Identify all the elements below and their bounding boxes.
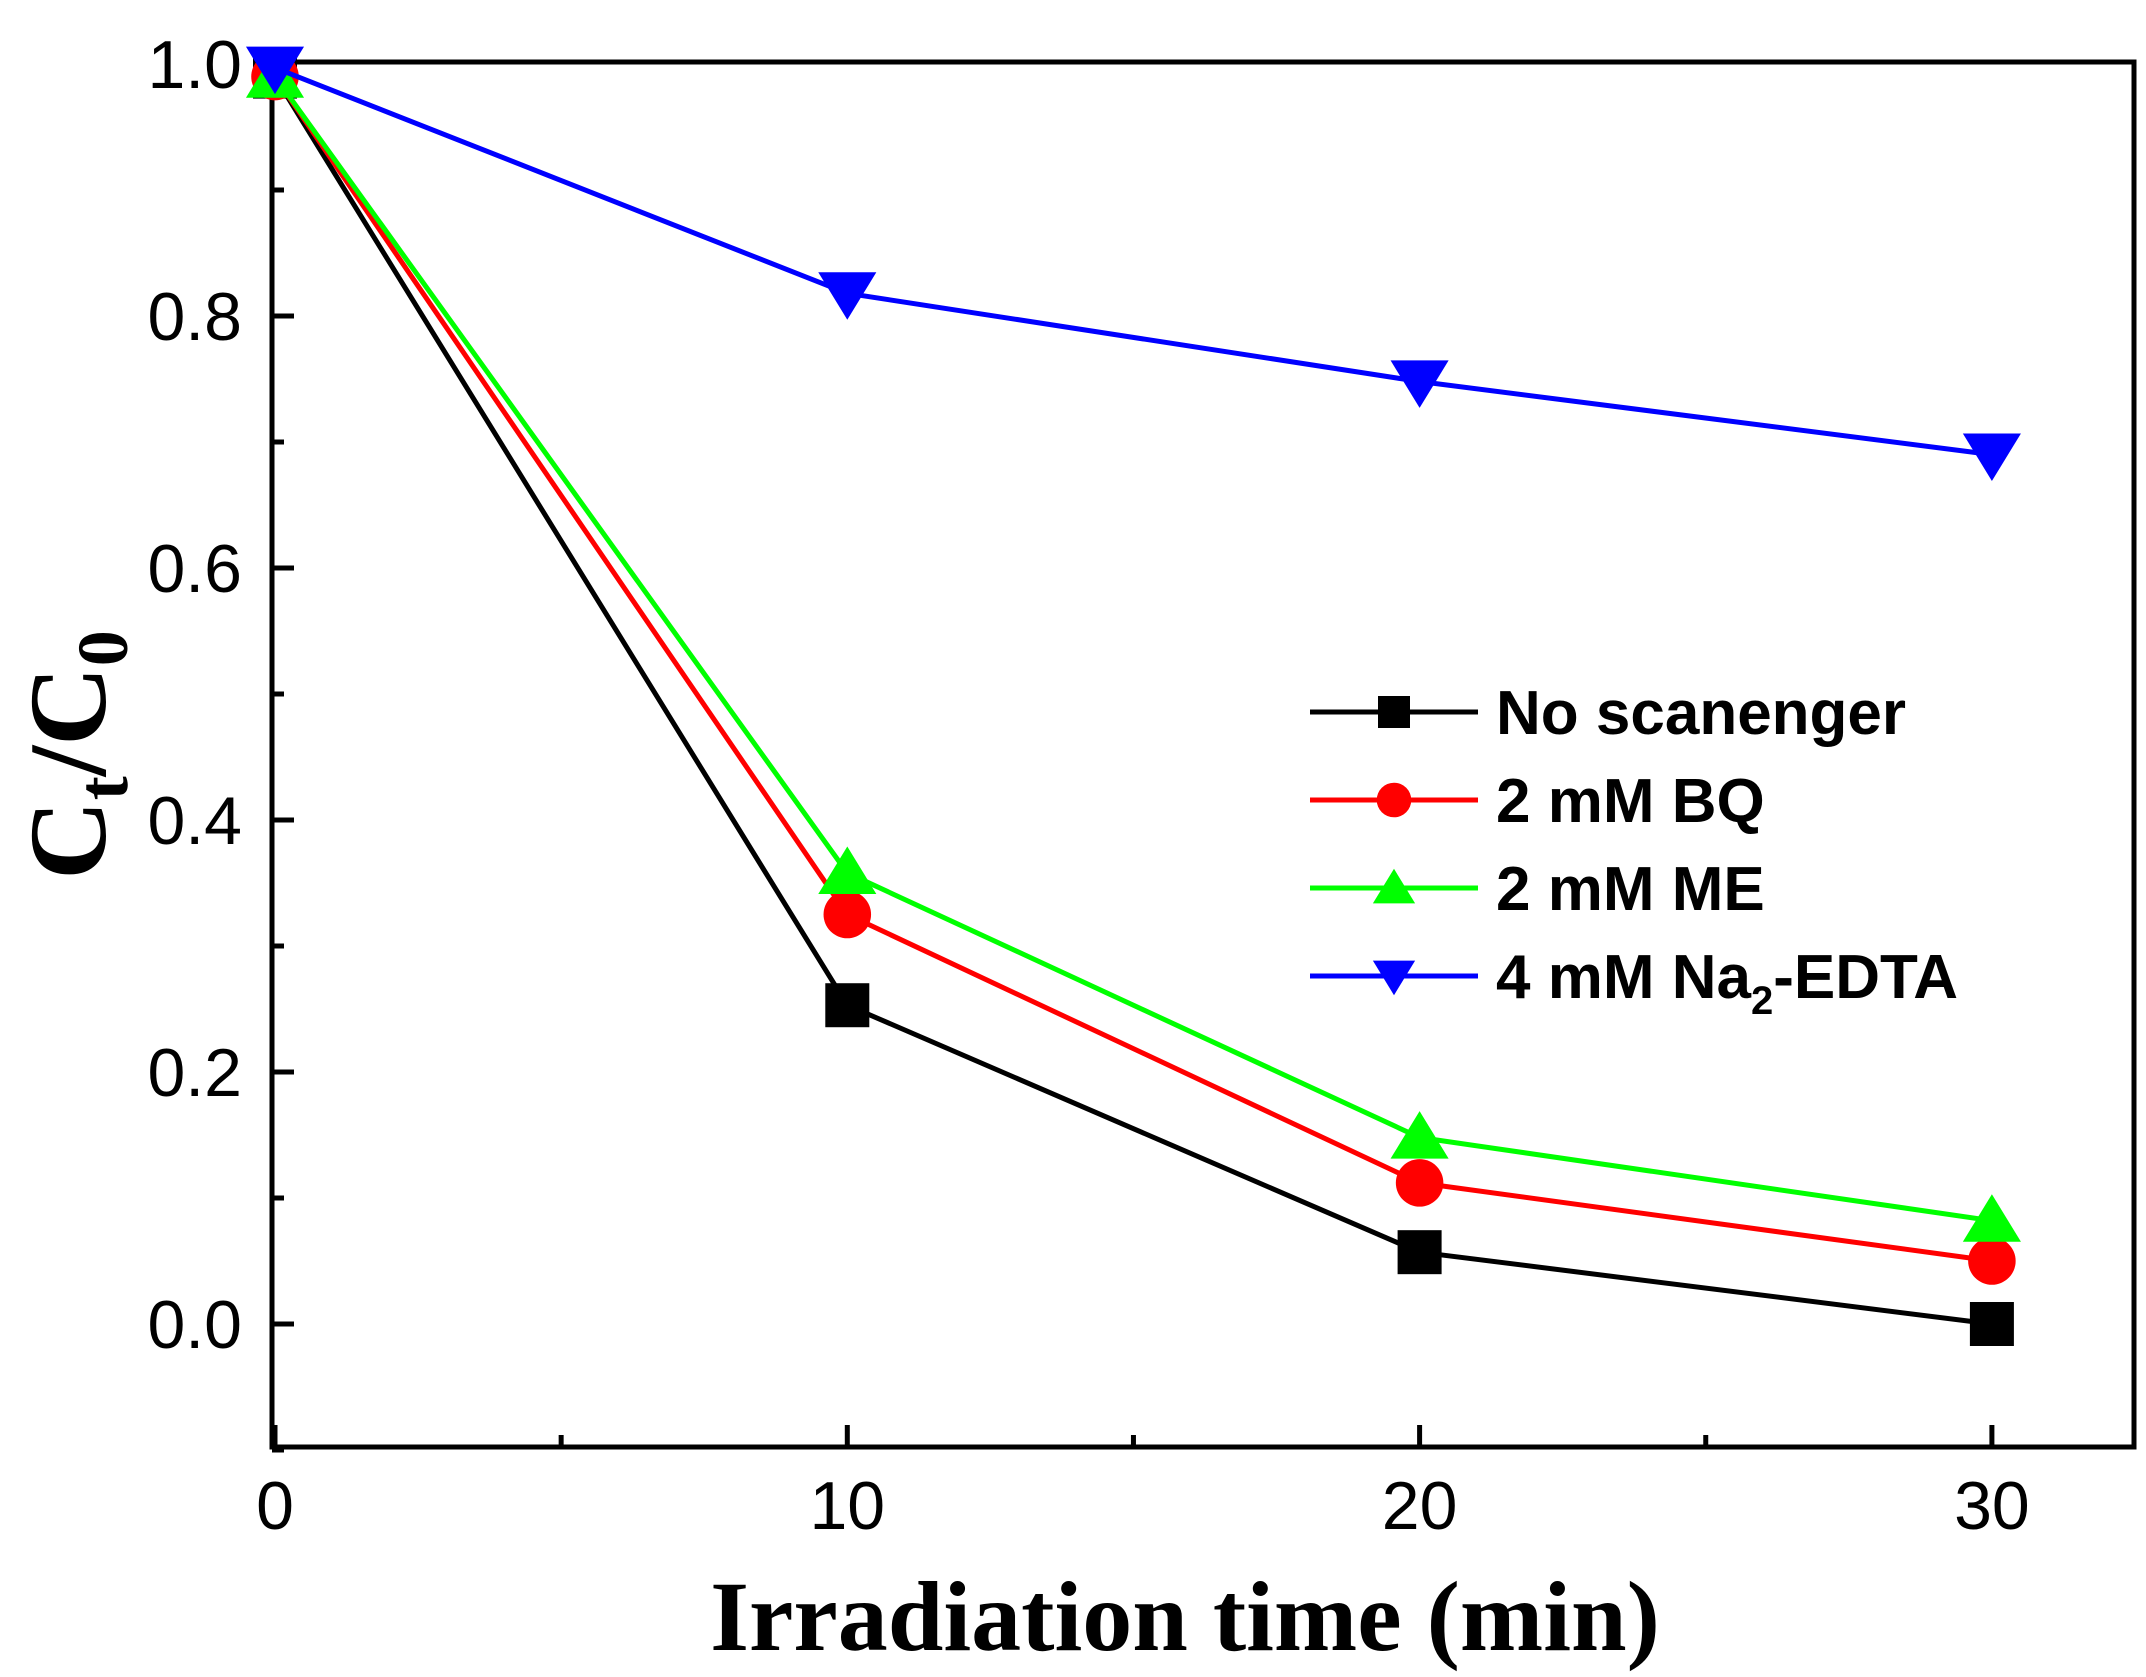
legend-label-main: 2 mM BQ [1496, 767, 1765, 836]
legend-label-main: 4 mM Na [1496, 943, 1751, 1012]
data-point [823, 890, 872, 939]
series-line [272, 75, 1993, 1264]
series-group [245, 46, 2021, 1346]
y-tick-label: 1.0 [147, 27, 242, 103]
x-tick-label: 0 [256, 1468, 294, 1544]
data-point [1962, 433, 2021, 481]
y-tick-label: 0.0 [147, 1287, 242, 1363]
legend-marker [1372, 868, 1416, 904]
legend-label: No scanenger [1496, 679, 1906, 748]
plot-frame [269, 59, 2137, 1450]
series-1 [251, 52, 2016, 1285]
legend-label-sub: 2 [1751, 979, 1773, 1023]
legend-label: 4 mM Na2-EDTA [1496, 943, 1958, 1023]
x-tick-label: 10 [809, 1468, 885, 1544]
legend-marker [1378, 696, 1410, 728]
series-line [274, 65, 1993, 458]
legend-marker [1372, 960, 1416, 996]
legend-label: 2 mM ME [1496, 855, 1765, 924]
legend-marker [1376, 782, 1412, 818]
series-line [272, 75, 1993, 1224]
y-tick-label: 0.6 [147, 531, 242, 607]
data-point [245, 46, 305, 95]
data-point [1397, 1230, 1442, 1275]
x-tick-label: 30 [1954, 1468, 2030, 1544]
legend-label-main: 2 mM ME [1496, 855, 1765, 924]
series-3 [245, 46, 2021, 481]
data-point [1962, 1194, 2021, 1242]
legend-label-main: No scanenger [1496, 679, 1906, 748]
y-axis-title-sub-t: t [63, 776, 143, 800]
data-point [1969, 1302, 2014, 1346]
data-point [818, 272, 877, 320]
y-tick-label: 0.2 [147, 1035, 242, 1111]
data-point [1395, 1159, 1444, 1207]
x-tick-label: 20 [1382, 1468, 1458, 1544]
x-axis-title: Irradiation time (min) [710, 1561, 1660, 1672]
series-line [272, 75, 1993, 1327]
y-axis-title: Ct/C0 [7, 630, 143, 879]
data-point [1390, 1111, 1449, 1159]
y-tick-label: 0.4 [147, 783, 242, 859]
legend: No scanenger 2 mM BQ 2 mM ME 4 mM Na2-EDTA [1310, 679, 1958, 1023]
data-point [818, 846, 877, 895]
data-point [1390, 360, 1449, 408]
series-2 [245, 50, 2021, 1242]
data-point [1968, 1237, 2016, 1285]
y-axis-title-sep: /C [7, 666, 129, 778]
y-axis-title-main: C [7, 800, 129, 879]
data-point [825, 983, 870, 1028]
axis-ticks: 0 10 20 30 0.0 0.2 0.4 0.6 0.8 1.0 [147, 27, 2029, 1544]
y-tick-label: 0.8 [147, 279, 242, 355]
y-axis-title-sub-0: 0 [63, 630, 143, 666]
legend-label-tail: -EDTA [1773, 943, 1958, 1012]
legend-label: 2 mM BQ [1496, 767, 1765, 836]
